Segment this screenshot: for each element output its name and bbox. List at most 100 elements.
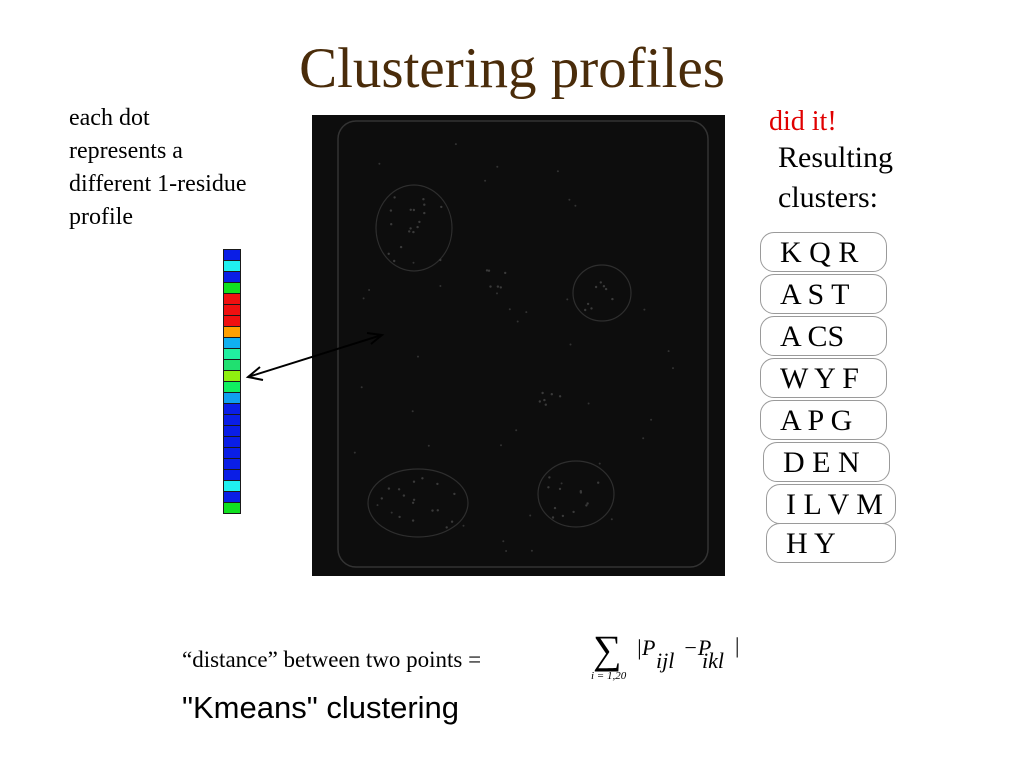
profile-dot xyxy=(584,308,587,312)
profile-dot xyxy=(515,429,518,432)
profile-dot xyxy=(436,509,439,512)
profile-dot xyxy=(393,259,396,263)
profile-dot xyxy=(423,211,426,215)
profile-cell xyxy=(223,480,241,491)
profile-dot xyxy=(445,526,448,529)
profile-cell xyxy=(223,282,241,293)
profile-cell xyxy=(223,425,241,436)
cluster-scatter-plot xyxy=(312,115,725,576)
profile-dot xyxy=(541,391,544,395)
formula-sub2: ikl xyxy=(702,648,724,673)
profile-dot xyxy=(440,205,443,209)
clusters-heading: Resulting clusters: xyxy=(778,141,894,214)
profile-dot xyxy=(599,281,602,284)
profile-dot xyxy=(484,179,487,182)
cluster-box: I L V M xyxy=(766,484,896,524)
profile-dot xyxy=(538,400,541,403)
profile-dot xyxy=(411,501,415,504)
profile-dot xyxy=(360,386,363,389)
profile-dot xyxy=(547,486,550,489)
cluster-box: H Y xyxy=(766,523,896,563)
cluster-box: A S T xyxy=(760,274,887,314)
profile-dot xyxy=(422,198,425,201)
profile-dot xyxy=(496,165,499,168)
profile-cell xyxy=(223,249,241,260)
profile-dot xyxy=(642,437,645,440)
cluster-ellipse xyxy=(572,264,632,322)
scatter-background xyxy=(312,115,725,576)
cluster-ellipse xyxy=(537,460,615,528)
formula-close: | xyxy=(735,633,740,658)
profile-dot xyxy=(560,482,563,485)
profile-dot xyxy=(411,410,414,413)
profile-cell xyxy=(223,469,241,480)
profile-dot xyxy=(558,487,562,491)
profile-dot xyxy=(399,245,403,249)
profile-dot xyxy=(543,398,546,402)
arrow-line xyxy=(247,334,383,378)
profile-cell xyxy=(223,414,241,425)
pointer-arrow xyxy=(245,332,385,381)
dot-caption: each dot represents a different 1-residu… xyxy=(69,105,247,230)
profile-dot xyxy=(418,220,421,224)
profile-dot xyxy=(387,252,390,255)
cluster-box: D E N xyxy=(763,442,890,482)
cluster-box: K Q R xyxy=(760,232,887,272)
profile-dot xyxy=(529,514,532,517)
sum-subscript: i = 1,20 xyxy=(591,670,627,682)
profile-dot xyxy=(421,477,424,480)
profile-cell xyxy=(223,370,241,381)
profile-dot xyxy=(508,308,511,311)
profile-dot xyxy=(558,395,562,398)
profile-dot xyxy=(530,549,533,552)
profile-dot xyxy=(380,497,383,500)
profile-dot xyxy=(368,289,371,291)
profile-dot xyxy=(569,343,572,346)
profile-dot xyxy=(561,514,565,518)
profile-dot xyxy=(362,297,365,300)
profile-cell xyxy=(223,436,241,447)
profile-dot xyxy=(586,302,590,306)
profile-cell xyxy=(223,260,241,271)
slide-title: Clustering profiles xyxy=(299,37,725,100)
profile-cell xyxy=(223,326,241,337)
distance-formula: ∑ i = 1,20 |P ijl −P ikl | xyxy=(585,627,755,690)
profile-dot xyxy=(505,550,508,552)
formula-term1: |P xyxy=(636,635,656,660)
profile-dot xyxy=(427,444,430,447)
profile-cell xyxy=(223,271,241,282)
profile-dot xyxy=(408,230,411,233)
profile-dot xyxy=(416,225,419,229)
profile-dot xyxy=(672,367,674,370)
profile-dot xyxy=(499,286,502,289)
profile-cell xyxy=(223,447,241,458)
profile-dot xyxy=(496,292,498,295)
cluster-box: A P G xyxy=(760,400,887,440)
profile-dot xyxy=(436,482,439,486)
profile-dot xyxy=(454,143,457,146)
profile-dot xyxy=(587,402,590,405)
profile-dot xyxy=(431,509,434,512)
formula-term2: −P xyxy=(683,635,712,660)
formula-sub1: ijl xyxy=(656,648,675,673)
profile-dot xyxy=(667,350,670,353)
profile-dot xyxy=(551,516,555,519)
profile-cell xyxy=(223,458,241,469)
cluster-box: A CS xyxy=(760,316,887,356)
profile-dot xyxy=(516,320,519,323)
profile-dot xyxy=(411,519,415,522)
profile-dots xyxy=(353,143,674,552)
profile-dot xyxy=(409,227,412,230)
profile-cell xyxy=(223,304,241,315)
profile-dot xyxy=(412,208,416,212)
profile-dot xyxy=(598,462,601,465)
profile-dot xyxy=(412,261,415,264)
profile-dot xyxy=(550,393,553,396)
profile-dot xyxy=(389,209,393,212)
profile-dot xyxy=(572,510,575,514)
profile-dot xyxy=(402,494,406,497)
profile-dot xyxy=(594,285,598,289)
profile-dot xyxy=(579,491,583,494)
profile-dot xyxy=(462,524,465,527)
profile-dot xyxy=(553,506,557,510)
